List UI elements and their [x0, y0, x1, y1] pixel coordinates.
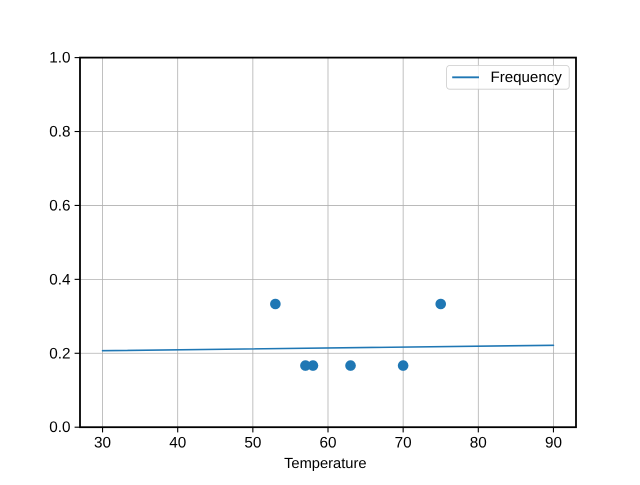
- svg-text:70: 70: [395, 435, 412, 452]
- svg-text:50: 50: [244, 435, 261, 452]
- svg-text:0.6: 0.6: [49, 197, 70, 214]
- svg-text:30: 30: [94, 435, 111, 452]
- svg-text:80: 80: [470, 435, 487, 452]
- svg-text:Temperature: Temperature: [284, 456, 366, 472]
- svg-text:90: 90: [545, 435, 562, 452]
- svg-text:60: 60: [319, 435, 336, 452]
- svg-text:Frequency: Frequency: [491, 69, 563, 86]
- svg-text:0.4: 0.4: [49, 271, 71, 288]
- svg-text:0.2: 0.2: [49, 345, 70, 362]
- svg-text:1.0: 1.0: [49, 50, 70, 67]
- svg-text:40: 40: [169, 435, 186, 452]
- svg-text:0.8: 0.8: [49, 124, 70, 141]
- svg-text:0.0: 0.0: [49, 419, 70, 436]
